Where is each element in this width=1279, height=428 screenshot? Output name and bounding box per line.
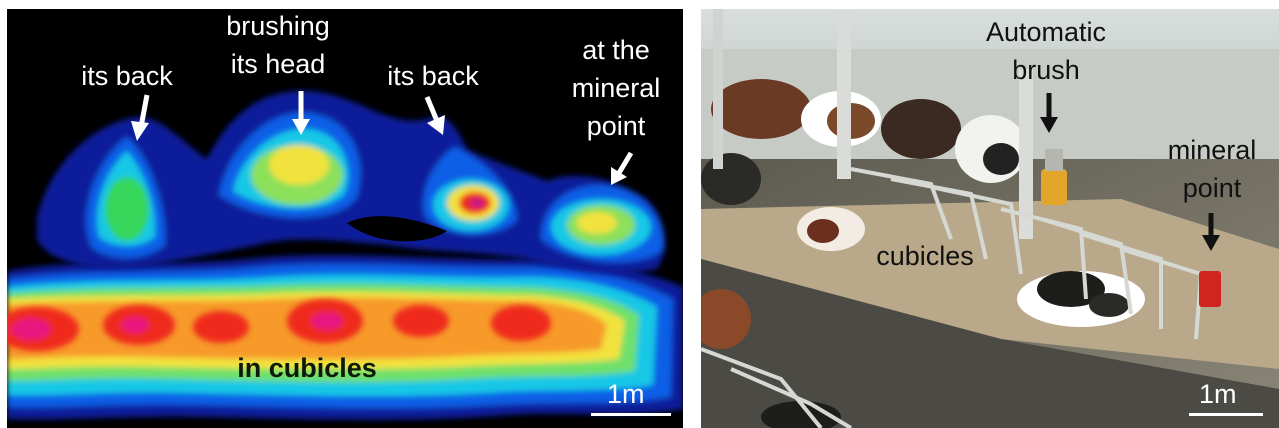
hotspot-6	[491, 305, 551, 341]
arrow-back-right	[424, 96, 440, 122]
label-at-the-mineral-point: at the mineral point	[571, 35, 661, 141]
pillar-1	[837, 9, 851, 179]
mineral-point-device	[1199, 271, 1221, 307]
label-its-back-left: its back	[81, 61, 173, 91]
label-cubicles: cubicles	[876, 241, 974, 271]
cow-standing-left	[701, 289, 751, 349]
hotspot-2-core	[121, 317, 149, 333]
label-automatic-brush: Automatic brush	[985, 17, 1107, 85]
alley	[701, 259, 1279, 428]
label-mineral-point: mineral point	[1167, 135, 1257, 203]
arrow-mineral-head	[1202, 235, 1220, 251]
barn-photo	[701, 9, 1279, 428]
pillar-3	[713, 9, 723, 169]
back-right-magenta	[470, 198, 484, 208]
hotspot-1-core	[11, 318, 51, 340]
dark-gap	[347, 216, 447, 242]
label-its-back-right: its back	[387, 61, 479, 91]
scale-bar	[591, 413, 671, 416]
label-brushing-its-head: brushing its head	[226, 11, 330, 79]
arrow-back-right-head	[427, 115, 445, 135]
left-back-green	[105, 177, 149, 241]
scale-bar	[1189, 413, 1263, 416]
scale-label: 1m	[1199, 379, 1237, 409]
hotspot-4-core	[311, 312, 343, 330]
arrow-mineral	[616, 151, 634, 175]
heatmap-image	[7, 90, 683, 420]
cubicle-rails	[701, 167, 1204, 428]
head-yellow	[269, 145, 329, 185]
scale-label: 1m	[607, 379, 645, 409]
arrow-back-left	[138, 94, 150, 128]
heatmap-panel: its back brushing its head its back at t…	[7, 9, 683, 428]
arrow-back-left-head	[131, 121, 149, 141]
hotspot-5	[393, 305, 449, 337]
mineral-yellow	[577, 212, 617, 234]
cow-group-back	[701, 79, 1027, 205]
arrow-mineral-head	[611, 167, 627, 185]
pillar-2	[1019, 69, 1033, 239]
hotspot-3	[193, 311, 249, 343]
arrow-head-head	[292, 119, 310, 135]
label-in-cubicles: in cubicles	[237, 353, 377, 383]
arrow-brush-head	[1040, 117, 1058, 133]
brush-device	[1041, 169, 1067, 205]
barn-photo-panel: Automatic brush mineral point cubicles 1…	[701, 9, 1279, 428]
